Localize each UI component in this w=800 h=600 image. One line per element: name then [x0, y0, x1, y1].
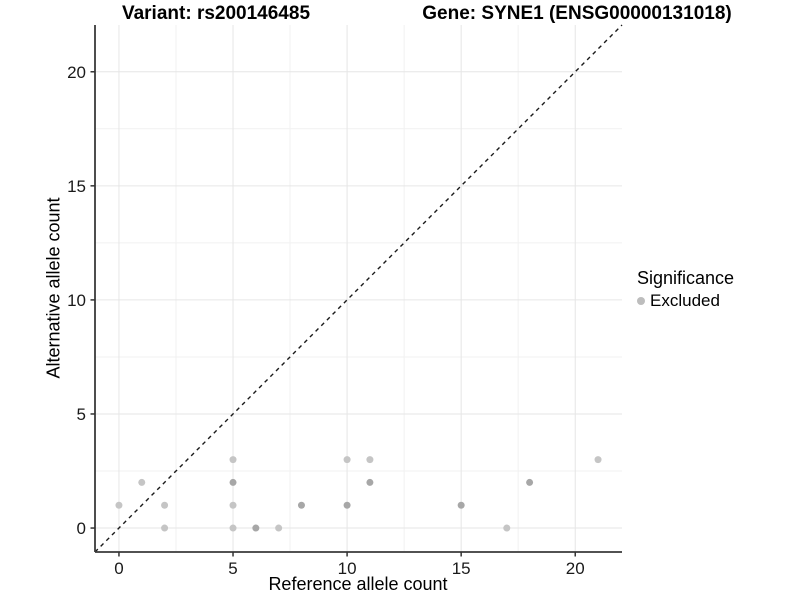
data-point [366, 456, 374, 464]
data-point [229, 501, 237, 509]
data-point [594, 456, 602, 464]
data-point [457, 501, 465, 509]
data-point [138, 478, 146, 486]
gene-title: Gene: SYNE1 (ENSG00000131018) [422, 3, 732, 24]
legend-item-label: Excluded [650, 291, 720, 310]
y-tick-label: 10 [67, 291, 86, 310]
y-tick-label: 15 [67, 177, 86, 196]
x-tick-label: 10 [338, 559, 357, 578]
data-point [366, 478, 374, 486]
y-tick-label: 5 [77, 405, 86, 424]
data-point [115, 501, 123, 509]
data-point [297, 501, 305, 509]
x-tick-label: 5 [228, 559, 237, 578]
y-tick-label: 0 [77, 519, 86, 538]
data-point [343, 501, 351, 509]
legend-title: Significance [637, 268, 735, 288]
data-point [229, 524, 237, 532]
data-point [275, 524, 283, 532]
data-point [343, 456, 351, 464]
x-axis-title: Reference allele count [268, 574, 448, 594]
y-axis-title: Alternative allele count [43, 197, 64, 379]
data-point [229, 456, 237, 464]
data-point [161, 501, 169, 509]
data-point [229, 478, 237, 486]
identity-line [94, 24, 623, 553]
y-tick-label: 20 [67, 63, 86, 82]
x-tick-label: 20 [566, 559, 585, 578]
legend: Significance Excluded [637, 266, 734, 311]
legend-point-icon [637, 296, 645, 305]
data-point [252, 524, 260, 532]
variant-title: Variant: rs200146485 [121, 3, 311, 24]
data-point [526, 478, 534, 486]
x-tick-label: 15 [452, 559, 471, 578]
legend-item-excluded: Excluded [637, 290, 734, 311]
x-tick-label: 0 [114, 559, 123, 578]
data-point [503, 524, 511, 532]
data-point [161, 524, 169, 532]
